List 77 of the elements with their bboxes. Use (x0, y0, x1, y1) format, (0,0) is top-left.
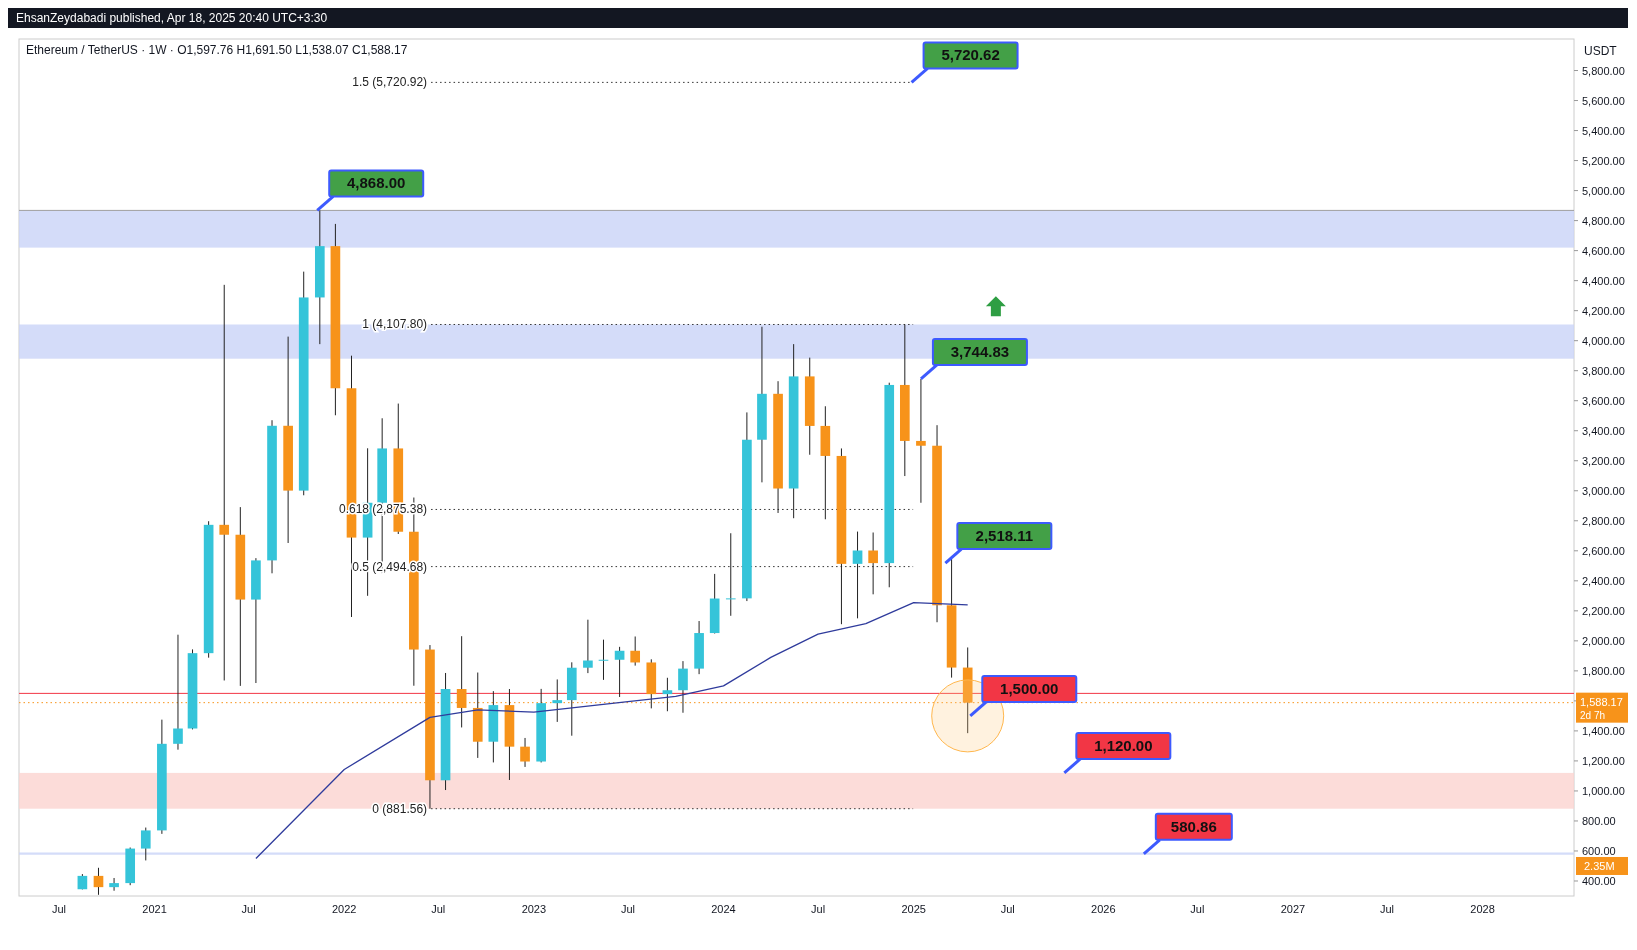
y-axis-title: USDT (1584, 44, 1618, 58)
y-tick-label: 4,000.00 (1582, 334, 1625, 347)
y-tick-label: 2,600.00 (1582, 544, 1625, 557)
y-tick-label: 3,800.00 (1582, 364, 1625, 377)
x-tick-label: 2026 (1091, 903, 1116, 915)
y-tick-label: 2,200.00 (1582, 604, 1625, 617)
y-tick-label: 3,400.00 (1582, 424, 1625, 437)
y-tick-label: 3,600.00 (1582, 394, 1625, 407)
y-tick-label: 5,800.00 (1582, 64, 1625, 77)
x-tick-label: 2025 (901, 903, 926, 915)
text: 2d 7h (1580, 709, 1606, 721)
x-tick-label: Jul (811, 903, 826, 915)
candlestick (598, 639, 609, 681)
annotation: 3,744.83 (950, 342, 1010, 360)
x-tick-label: 2028 (1470, 903, 1495, 915)
candlestick (678, 660, 688, 714)
y-tick-label: 5,400.00 (1582, 124, 1625, 137)
ref-line-label: 1,588.17 (1580, 695, 1623, 708)
x-tick-label: 2022 (331, 903, 357, 915)
x-tick-label: 2024 (711, 903, 736, 915)
y-tick-label: 3,000.00 (1582, 484, 1625, 497)
candlestick (662, 677, 673, 712)
x-tick-label: 2021 (142, 903, 167, 915)
x-tick-label: Jul (1000, 903, 1015, 915)
x-tick-label: Jul (620, 903, 635, 915)
chart-title: Ethereum / TetherUS · 1W · O1,597.76 H1,691.50 L1,538.07 C1,588.17 (26, 43, 408, 57)
y-tick-label: 2,800.00 (1582, 514, 1625, 527)
candlestick (868, 531, 878, 595)
y-tick-label: 1,000.00 (1582, 784, 1625, 797)
candlestick (520, 737, 530, 768)
annotation: 2,518.11 (975, 527, 1034, 545)
y-tick-label: 1,200.00 (1582, 754, 1625, 767)
candlestick (852, 531, 863, 619)
candlestick (630, 636, 641, 667)
y-tick-label: 5,000.00 (1582, 184, 1625, 197)
candlestick (219, 284, 230, 681)
x-tick-label: Jul (51, 903, 67, 915)
x-tick-label: Jul (241, 903, 256, 915)
ref-line-label: 1 (4,107.80) (362, 317, 428, 332)
annotation: 580.86 (1170, 817, 1217, 835)
y-tick-label: 800.00 (1582, 814, 1616, 827)
candlestick (725, 532, 736, 617)
y-tick-label: 4,400.00 (1582, 274, 1625, 287)
y-tick-label: 600.00 (1582, 844, 1616, 857)
x-tick-label: 2023 (521, 903, 547, 915)
y-tick-label: 5,200.00 (1582, 154, 1625, 167)
x-tick-label: Jul (431, 903, 446, 915)
candlestick (93, 867, 104, 896)
text: 2.35M (1584, 859, 1615, 872)
y-tick-label: 4,200.00 (1582, 304, 1625, 317)
y-tick-label: 1,400.00 (1582, 724, 1625, 737)
annotation: 1,500.00 (1000, 679, 1059, 697)
y-tick-label: 3,200.00 (1582, 454, 1625, 467)
x-tick-label: Jul (1190, 903, 1205, 915)
y-tick-label: 1,800.00 (1582, 664, 1625, 677)
y-tick-label: 400.00 (1582, 874, 1616, 887)
candlestick (109, 877, 119, 892)
y-tick-label: 2,000.00 (1582, 634, 1625, 647)
candlestick (614, 646, 625, 698)
candlestick (140, 827, 151, 861)
line-series (255, 601, 969, 860)
chart-subtitle: EhsanZeydabadi published, Apr 18, 2025 20:40 UTC+3:30 (16, 11, 328, 25)
ref-line-label: 0 (881.56) (372, 801, 428, 816)
candlestick (916, 378, 926, 504)
annotation: 5,720.62 (941, 46, 1000, 64)
y-tick-label: 4,800.00 (1582, 214, 1625, 227)
candlestick (552, 678, 563, 723)
candlestick (583, 619, 593, 674)
x-tick-label: Jul (1379, 903, 1394, 915)
ref-line-label: 1.5 (5,720.92) (352, 75, 428, 90)
annotation: 1,120.00 (1094, 736, 1153, 754)
y-tick-label: 2,400.00 (1582, 574, 1625, 587)
annotation: 4,868.00 (347, 174, 406, 192)
y-tick-label: 4,600.00 (1582, 244, 1625, 257)
x-tick-label: 2027 (1280, 903, 1306, 915)
y-tick-label: 5,600.00 (1582, 94, 1625, 107)
candlestick (173, 634, 183, 751)
